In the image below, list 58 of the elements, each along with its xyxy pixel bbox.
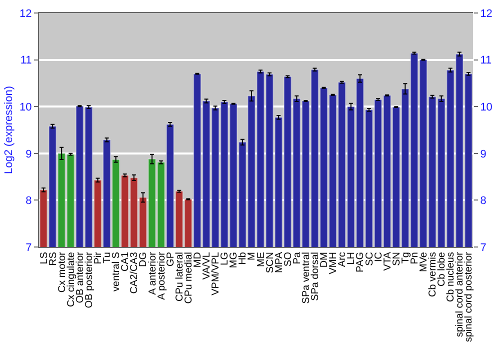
x-tick-label: CPu lateral [174, 252, 186, 302]
x-tick-label: CA2/CA3 [129, 252, 140, 294]
x-tick-label: SN [391, 252, 402, 266]
x-tick-label: M [246, 252, 258, 260]
y2-tick-label: 9 [480, 148, 486, 160]
y2-tick-label: 11 [480, 54, 492, 67]
x-tick-label: Arc [337, 252, 348, 267]
x-tick-label: DG [138, 252, 150, 267]
x-tick-label: GP [165, 252, 176, 266]
x-tick-label: OB posterior [84, 251, 95, 308]
x-tick-label: SC [364, 252, 376, 266]
x-tick-label: MD [192, 252, 204, 268]
x-tick-label: ventral S [111, 252, 122, 292]
x-tick-label: Cx motor [56, 251, 68, 293]
x-tick-label: Pir [93, 251, 104, 264]
x-tick-label: PAG [355, 252, 366, 272]
y2-tick-label: 12 [480, 8, 492, 20]
x-tick-label: SPa ventral [300, 252, 312, 304]
y-tick-label: 11 [20, 54, 32, 67]
x-tick-label: RS [48, 252, 59, 266]
x-tick-label: A posterior [156, 251, 168, 300]
x-tick-label: VPM/VPL [210, 252, 222, 296]
x-tick-label: MPA [274, 252, 285, 273]
y-tick-label: 12 [20, 8, 32, 20]
x-tick-label: A anterior [147, 251, 158, 295]
y2-tick-label: 10 [480, 101, 492, 114]
x-tick-label: Tg [400, 252, 412, 264]
x-tick-label: LS [38, 252, 50, 264]
x-tick-label: CPu medial [183, 252, 194, 304]
y2-tick-label: 8 [480, 195, 486, 208]
x-tick-label: VTA [382, 252, 394, 271]
x-tick-label: MVe [418, 252, 430, 272]
x-tick-label: Pn [409, 252, 420, 264]
x-tick-label: Pa [292, 252, 303, 264]
x-tick-label: VMH [328, 252, 340, 274]
x-tick-label: Cb nucleus [446, 252, 457, 302]
y-tick-label: 10 [20, 101, 32, 114]
y-tick-label: 9 [26, 148, 32, 160]
y-tick-label: 8 [26, 195, 32, 208]
x-tick-label: Tu [102, 252, 114, 264]
x-tick-label: OB anterior [74, 251, 86, 304]
y-axis-title: Log2 (expression) [3, 86, 16, 174]
y2-tick-label: 7 [480, 242, 486, 254]
x-tick-label: DM [319, 252, 330, 268]
x-tick-label: ME [256, 252, 267, 267]
x-tick-label: CA1 [120, 252, 132, 272]
x-tick-label: Cx cingulate [66, 252, 77, 308]
x-tick-label: Hb [238, 252, 249, 265]
x-tick-label: IC [373, 252, 384, 262]
x-tick-label: SPa dorsal [310, 252, 322, 301]
y-tick-label: 7 [26, 242, 32, 254]
x-tick-label: SCN [264, 252, 276, 274]
x-tick-label: Cb lobe [436, 252, 448, 286]
x-tick-label: spinal cord posterior [464, 251, 475, 342]
x-tick-label: SO [282, 252, 294, 266]
x-tick-label: spinal cord anterior [454, 251, 466, 338]
x-tick-label: LG [220, 252, 231, 266]
x-tick-label: LH [346, 252, 358, 265]
